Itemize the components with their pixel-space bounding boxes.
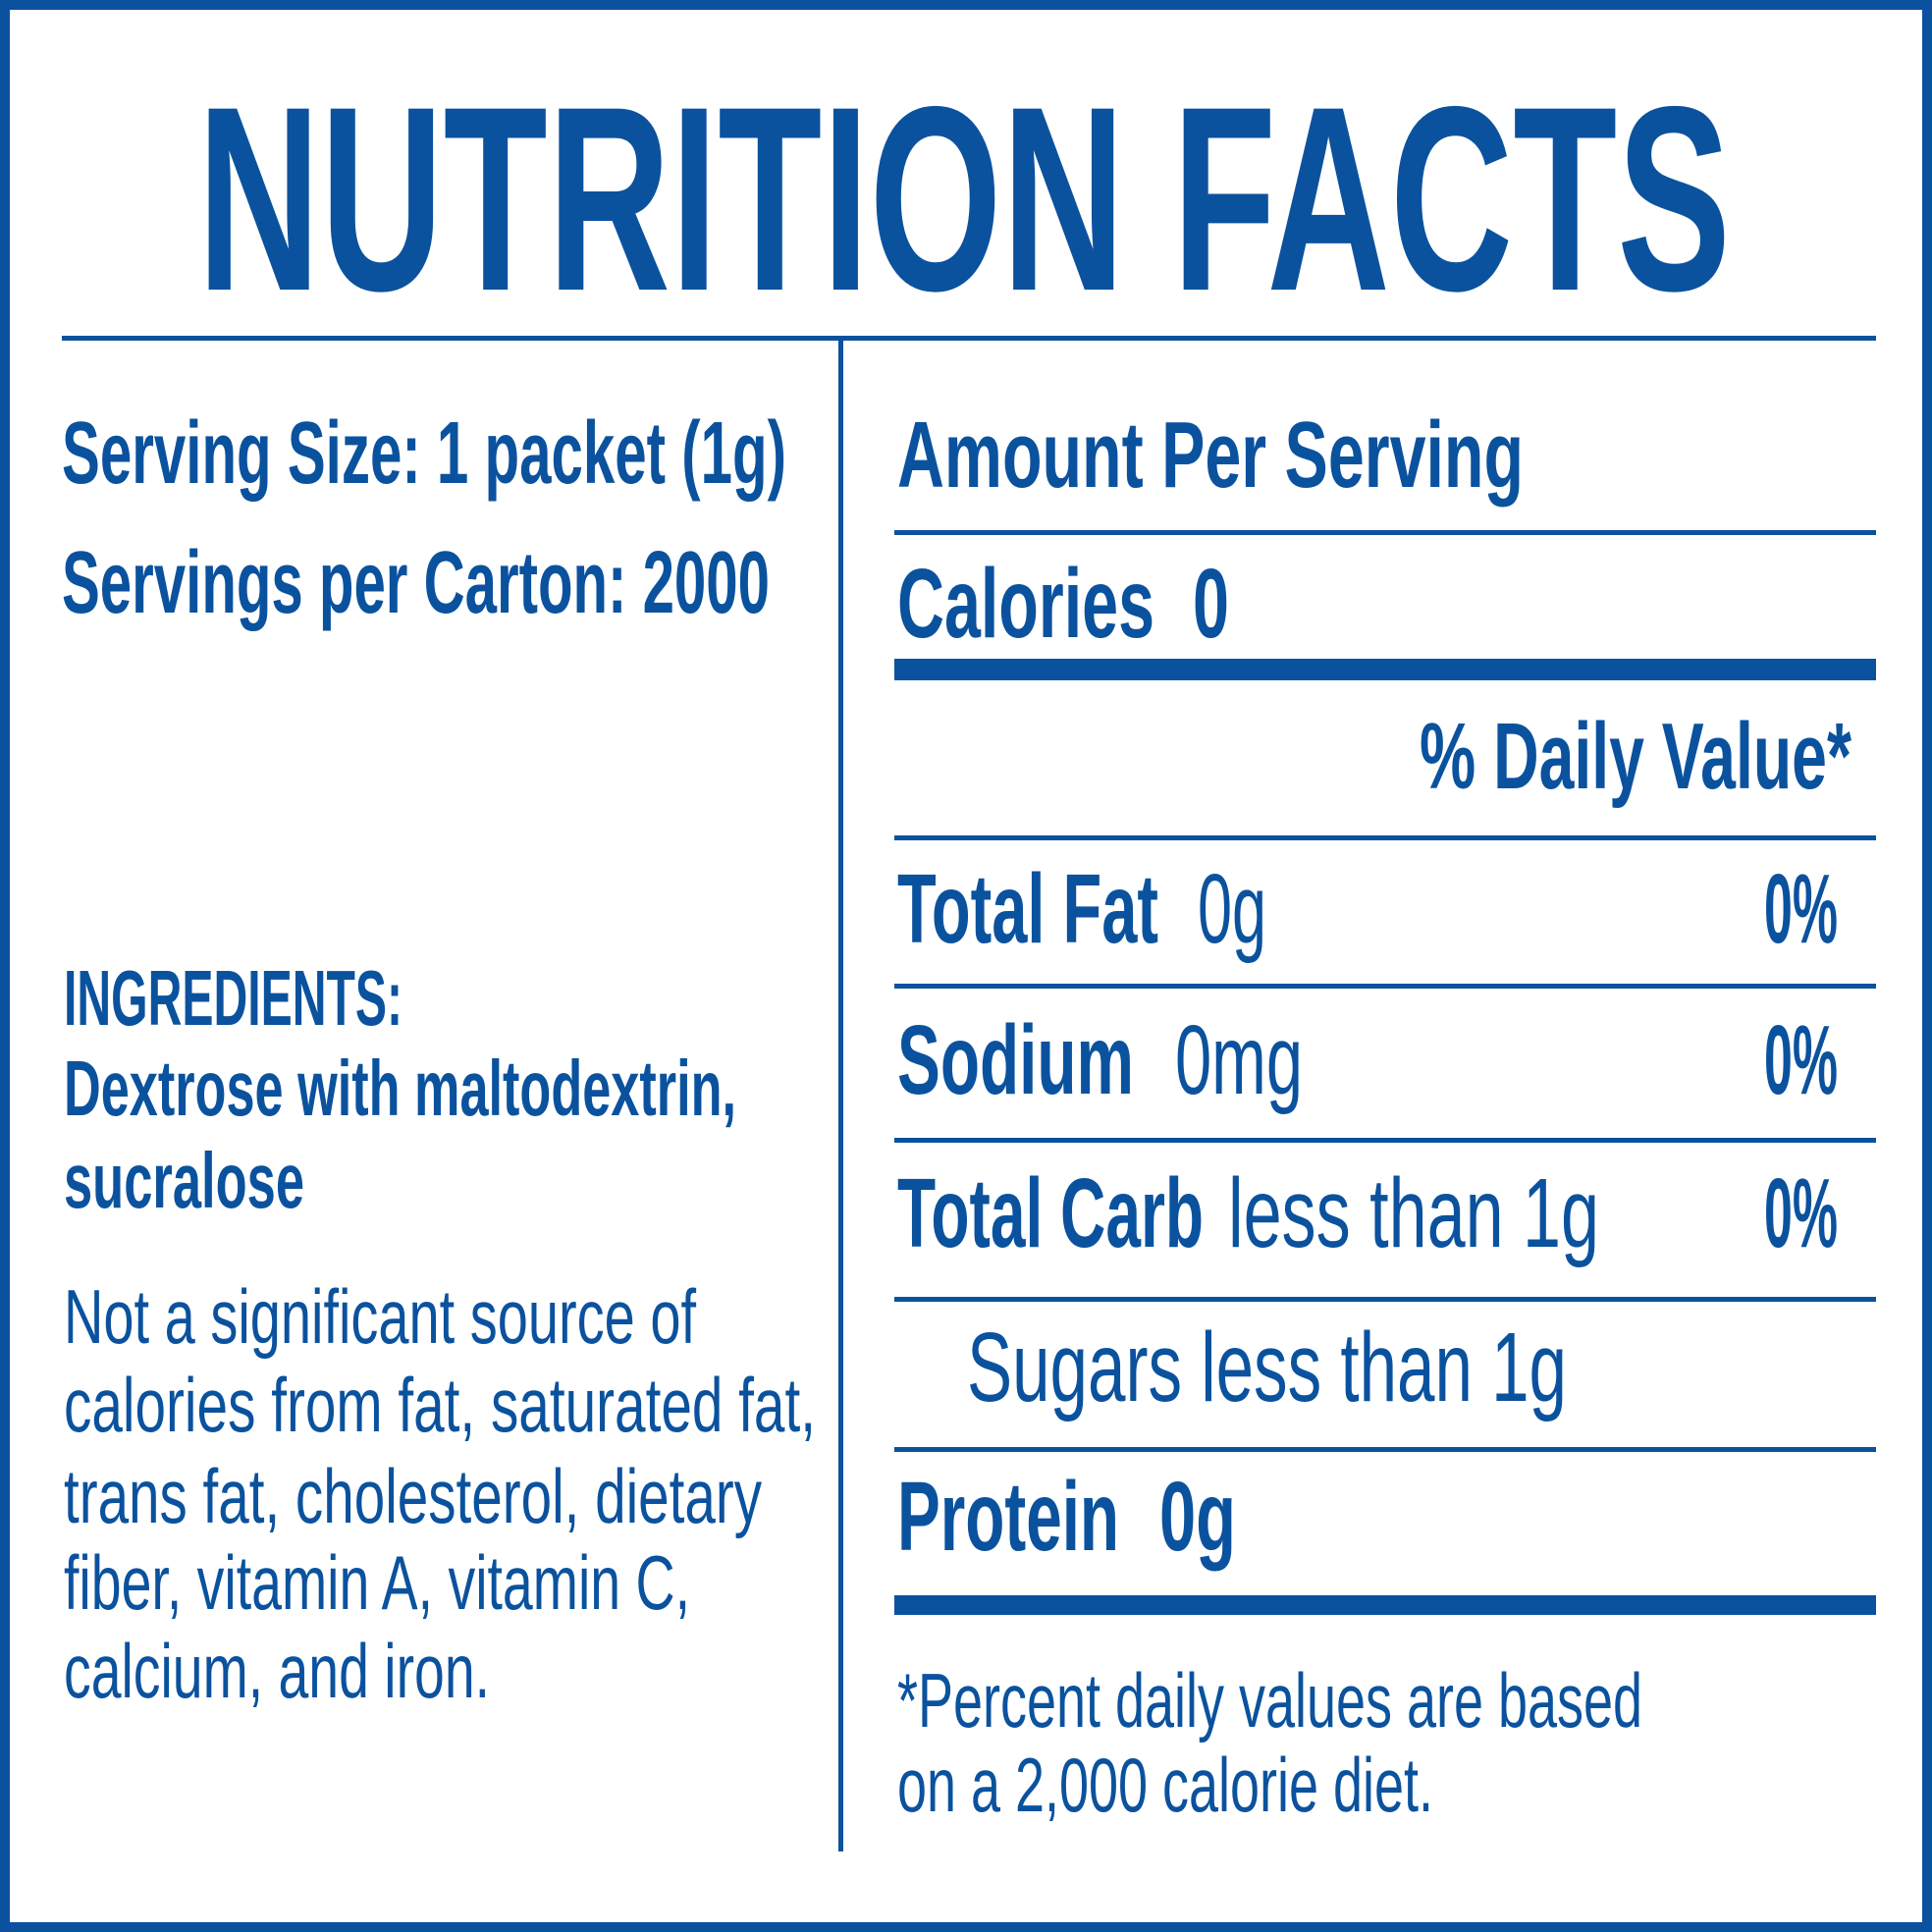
note-line: trans fat, cholesterol, dietary	[64, 1453, 762, 1539]
nutrient-percent: 0%	[1764, 1005, 1838, 1115]
note-line: calories from fat, saturated fat,	[64, 1362, 816, 1448]
divider	[894, 984, 1876, 989]
divider	[894, 1297, 1876, 1302]
ingredients-heading: INGREDIENTS:	[64, 954, 402, 1042]
protein-amount: 0g	[1159, 1462, 1236, 1572]
divider	[894, 1447, 1876, 1452]
footnote-line: *Percent daily values are based	[897, 1657, 1642, 1744]
note-line: calcium, and iron.	[64, 1628, 490, 1714]
footnote-line: on a 2,000 calorie diet.	[897, 1742, 1433, 1828]
nutrient-label: Total Fat	[897, 854, 1158, 964]
nutrient-percent: 0%	[1764, 1158, 1838, 1268]
ingredients-line: Dextrose with maltodextrin,	[64, 1045, 736, 1132]
sugars: Sugars less than 1g	[967, 1313, 1567, 1422]
serving-size: Serving Size: 1 packet (1g)	[62, 404, 786, 503]
nutrient-percent: 0%	[1764, 854, 1838, 964]
thick-divider	[894, 1595, 1876, 1615]
nutrient-amount: less than 1g	[1228, 1158, 1599, 1268]
note-line: Not a significant source of	[64, 1273, 696, 1360]
ingredients-line: sucralose	[64, 1137, 304, 1224]
note-line: fiber, vitamin A, vitamin C,	[64, 1539, 690, 1626]
column-divider	[838, 339, 843, 1852]
divider	[894, 1138, 1876, 1143]
protein-label: Protein	[897, 1462, 1119, 1572]
nutrient-label: Total Carb	[897, 1158, 1204, 1268]
calories-value: 0	[1193, 549, 1229, 659]
divider	[894, 835, 1876, 840]
divider	[62, 336, 1876, 341]
nutrient-amount: 0mg	[1175, 1005, 1303, 1115]
calories-label: Calories	[897, 549, 1154, 659]
nutrient-amount: 0g	[1198, 854, 1266, 964]
servings-per-carton: Servings per Carton: 2000	[62, 534, 770, 632]
thick-divider	[894, 659, 1876, 680]
daily-value-heading: % Daily Value*	[1420, 704, 1852, 809]
nutrient-label: Sodium	[897, 1005, 1134, 1115]
divider	[894, 530, 1876, 535]
amount-per-serving: Amount Per Serving	[897, 402, 1524, 508]
title: NUTRITION FACTS	[197, 51, 1731, 346]
